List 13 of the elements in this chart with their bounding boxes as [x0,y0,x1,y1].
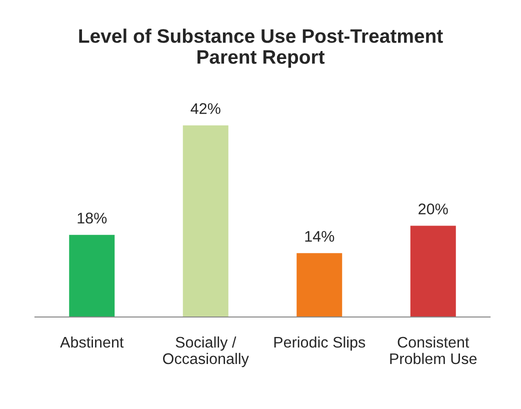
x-tick-label: Periodic Slips [274,336,366,351]
x-tick-label: Abstinent [60,336,124,348]
bar [410,226,456,317]
data-label: 20% [418,204,448,214]
data-label: 18% [78,212,107,224]
x-tick-label: Consistent Problem Use [390,336,477,364]
chart-title: Level of Substance Use Post-Treatment Parent Report [79,28,443,68]
bar [69,234,115,317]
bar [182,125,228,317]
data-label: 14% [305,231,334,242]
bar [296,253,342,317]
data-label: 42% [190,103,220,114]
x-tick-label: Socially / Occasionally [163,336,249,368]
